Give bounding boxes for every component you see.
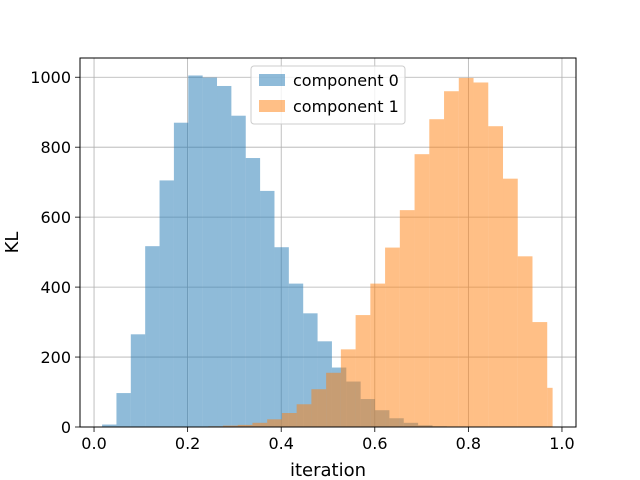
bar-component-1 — [503, 178, 518, 427]
bar-component-0 — [202, 77, 218, 427]
bar-component-0 — [260, 190, 275, 427]
bar-component-1 — [237, 424, 253, 427]
legend-entry-component-1: component 1 — [293, 97, 399, 116]
bar-component-1 — [399, 210, 415, 427]
bar-component-1 — [311, 389, 327, 427]
x-axis-label: iteration — [290, 460, 366, 480]
bar-component-1 — [444, 91, 459, 428]
bar-component-1 — [532, 322, 548, 427]
bar-component-0 — [159, 180, 174, 427]
bar-component-1 — [355, 315, 371, 427]
bar-component-1 — [473, 82, 489, 428]
bar-component-0 — [173, 122, 189, 427]
legend-box — [250, 65, 406, 125]
bar-component-1 — [326, 372, 341, 427]
bar-component-1 — [267, 419, 282, 427]
legend-swatch-component-1 — [259, 100, 285, 112]
bar-component-1 — [458, 77, 474, 427]
bar-component-1 — [222, 425, 238, 427]
bar-component-1 — [547, 387, 553, 427]
bar-component-0 — [130, 334, 146, 427]
x-tick-label: 1.0 — [549, 434, 574, 453]
y-tick-label: 400 — [40, 278, 71, 297]
bar-component-0 — [116, 393, 131, 427]
bar-component-1 — [296, 404, 312, 427]
bar-component-0 — [274, 247, 289, 427]
bar-component-0 — [145, 246, 160, 427]
bar-component-0 — [102, 424, 117, 427]
bar-component-1 — [414, 154, 430, 428]
y-tick-label: 800 — [40, 138, 71, 157]
y-tick-label: 1000 — [30, 68, 71, 87]
bar-component-0 — [245, 158, 261, 427]
bar-component-1 — [252, 422, 268, 427]
x-tick-label: 0.6 — [362, 434, 387, 453]
bar-component-0 — [188, 75, 203, 427]
y-tick-label: 600 — [40, 208, 71, 227]
y-tick-label: 0 — [61, 418, 71, 437]
x-tick-label: 0.4 — [268, 434, 293, 453]
legend-swatch-component-0 — [259, 74, 285, 86]
bar-component-1 — [488, 126, 504, 427]
y-axis-label: KL — [2, 232, 23, 254]
legend-entry-component-0: component 0 — [293, 71, 399, 90]
x-tick-label: 0.0 — [81, 434, 106, 453]
bar-component-1 — [429, 119, 445, 428]
bar-component-1 — [517, 256, 533, 427]
bar-component-1 — [370, 283, 386, 427]
histogram-bars — [102, 75, 553, 428]
bar-component-1 — [281, 413, 297, 427]
axis-ticks: 0.0 0.2 0.4 0.6 0.8 1.0 0 200 400 600 800 1000 — [30, 68, 574, 453]
bar-component-0 — [217, 85, 232, 427]
x-tick-label: 0.8 — [456, 434, 481, 453]
bar-component-0 — [288, 283, 304, 427]
x-tick-label: 0.2 — [175, 434, 200, 453]
y-tick-label: 200 — [40, 348, 71, 367]
bar-component-0 — [231, 115, 246, 427]
bar-component-1 — [385, 247, 400, 427]
plot-area-frame — [79, 57, 577, 428]
bar-component-1 — [340, 349, 356, 427]
legend: component 0 component 1 — [250, 65, 406, 125]
